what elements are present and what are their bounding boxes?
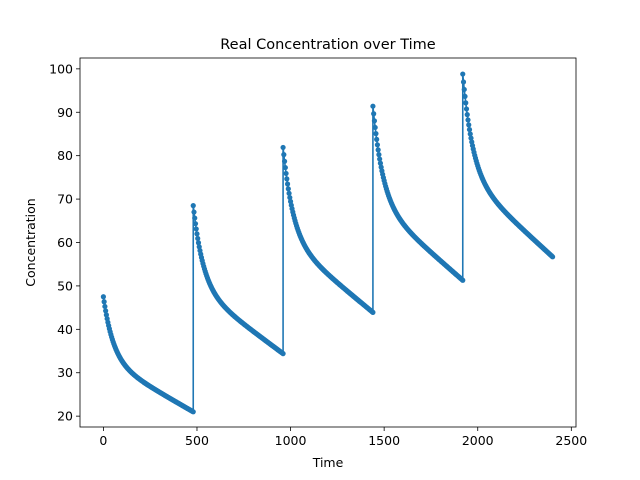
data-point [372, 124, 378, 131]
data-point [195, 240, 202, 246]
data-point [370, 309, 376, 315]
y-axis-label: Concentration [23, 198, 38, 286]
data-point [466, 122, 472, 128]
x-axis-ticks: 0 500 1000 1500 2000 2500 [99, 427, 587, 448]
data-point [461, 86, 467, 93]
y-tick-label: 50 [57, 278, 73, 293]
data-point [464, 112, 470, 118]
data-point [370, 103, 376, 109]
data-point [468, 135, 474, 141]
data-point [103, 308, 109, 314]
data-point [101, 299, 107, 305]
x-tick-label: 0 [99, 433, 107, 448]
data-point [190, 409, 196, 415]
x-tick-label: 2500 [555, 433, 587, 448]
x-axis-label: Time [312, 455, 344, 470]
data-point [195, 235, 201, 242]
data-point [190, 203, 196, 209]
y-tick-label: 90 [57, 105, 73, 120]
y-tick-label: 80 [57, 148, 73, 163]
data-point [376, 152, 382, 158]
data-point [192, 221, 199, 227]
data-point [102, 303, 108, 310]
data-point [467, 131, 473, 137]
data-point [371, 118, 378, 124]
data-point [100, 294, 106, 300]
data-point [460, 79, 467, 85]
x-tick-label: 1000 [275, 433, 307, 448]
data-point [463, 106, 470, 112]
x-tick-label: 2000 [462, 433, 494, 448]
data-point [284, 181, 291, 187]
data-point [377, 160, 384, 166]
y-axis-ticks: 20 30 40 50 60 70 80 90 100 [49, 61, 80, 424]
chart-title: Real Concentration over Time [220, 37, 436, 53]
y-tick-label: 30 [57, 365, 73, 380]
y-tick-label: 40 [57, 322, 73, 337]
y-tick-label: 100 [49, 61, 73, 76]
data-point [281, 158, 288, 164]
data-point [282, 164, 288, 171]
y-tick-label: 20 [57, 409, 73, 424]
data-point [280, 351, 286, 357]
data-point [191, 209, 197, 215]
data-point [284, 176, 290, 182]
data-point [465, 117, 471, 123]
y-tick-label: 60 [57, 235, 73, 250]
data-point [371, 111, 377, 117]
data-point [193, 226, 199, 232]
data-point [374, 142, 381, 148]
data-point [286, 190, 292, 196]
data-point [463, 100, 469, 106]
data-point [287, 194, 293, 201]
data-point [374, 136, 380, 142]
data-point [377, 156, 383, 162]
y-tick-label: 70 [57, 192, 73, 207]
data-point [466, 126, 473, 133]
data-point [550, 254, 556, 260]
data-point [192, 215, 198, 221]
x-tick-label: 500 [185, 433, 209, 448]
data-point [280, 144, 286, 151]
data-point [285, 186, 291, 192]
data-point [462, 93, 468, 99]
data-point [460, 71, 466, 77]
data-point [281, 152, 287, 158]
data-point [283, 170, 289, 177]
x-tick-label: 1500 [368, 433, 400, 448]
data-point [375, 147, 381, 153]
data-point [373, 131, 379, 137]
series-points-group [100, 71, 556, 415]
data-point [460, 277, 466, 283]
data-point [194, 231, 200, 237]
